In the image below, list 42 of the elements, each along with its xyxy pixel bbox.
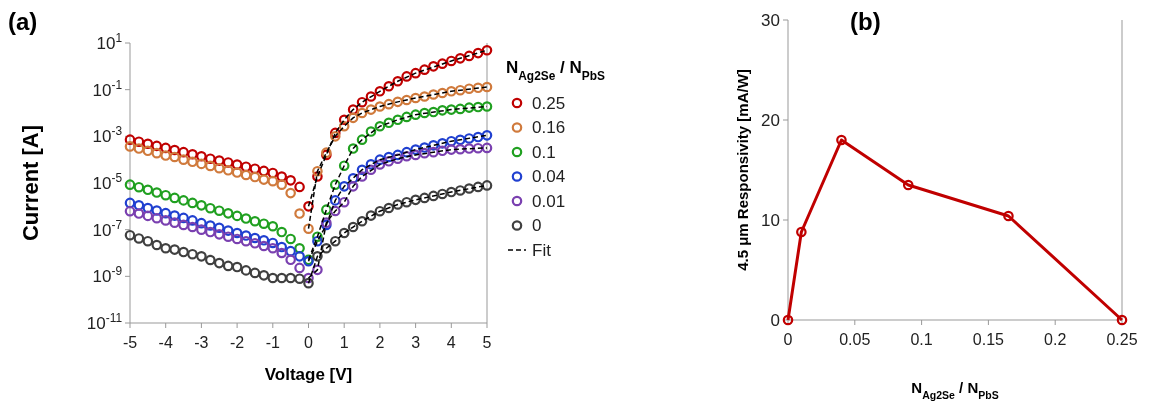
x-tick-label: 3 <box>411 334 421 351</box>
y-tick-label: 0 <box>770 310 780 330</box>
y-tick-label: 10$^{-1}$ <box>92 77 123 100</box>
y-tick-label: 10$^{-3}$ <box>92 124 123 147</box>
legend-label: Fit <box>532 240 552 260</box>
x-tick-label: -5 <box>122 334 138 351</box>
x-tick-label: 0.25 <box>1106 331 1138 348</box>
y-tick-label: 10$^{1}$ <box>96 30 123 53</box>
x-tick-label: 0.15 <box>972 331 1005 348</box>
y-tick-label: 10 <box>761 210 780 230</box>
y-tick-label: 10$^{-11}$ <box>86 310 123 333</box>
legend-title: N$_{Ag2Se}$ / N$_{PbS}$ <box>506 58 605 83</box>
x-axis-title: Voltage [V] <box>264 365 353 384</box>
y-tick-label: 30 <box>761 10 780 30</box>
x-tick-label: 1 <box>339 334 349 351</box>
x-tick-label: 4 <box>446 334 456 351</box>
chart-title: (b) <box>850 8 881 35</box>
x-tick-label: 0 <box>783 331 793 348</box>
x-tick-label: 0 <box>304 334 314 351</box>
legend-label: 0 <box>532 216 542 236</box>
y-tick-label: 10$^{-7}$ <box>92 217 123 240</box>
x-axis-title: N$_{Ag2Se}$ / N$_{PbS}$ <box>911 379 999 401</box>
y-tick-label: 10$^{-5}$ <box>92 170 123 193</box>
legend-label: 0.01 <box>532 191 566 211</box>
legend-label: 0.1 <box>532 142 556 162</box>
x-tick-label: 0.2 <box>1044 331 1067 348</box>
x-tick-label: 2 <box>375 334 385 351</box>
legend-label: 0.16 <box>532 118 566 138</box>
y-axis-title: 4.5 μm Responsivity [mA/W] <box>734 69 751 271</box>
x-tick-label: -4 <box>158 334 173 351</box>
y-tick-label: 10$^{-9}$ <box>92 264 123 287</box>
x-tick-label: 5 <box>482 334 492 351</box>
chart-title: (a) <box>8 8 38 35</box>
legend-label: 0.25 <box>532 93 566 113</box>
x-tick-label: 0.05 <box>839 331 871 348</box>
y-tick-label: 20 <box>761 110 780 130</box>
x-tick-label: -1 <box>265 334 281 351</box>
legend-label: 0.04 <box>532 167 566 187</box>
y-axis-title: Current [A] <box>18 124 43 242</box>
x-tick-label: 0.1 <box>910 331 933 348</box>
x-tick-label: -3 <box>194 334 209 351</box>
x-tick-label: -2 <box>229 334 245 351</box>
